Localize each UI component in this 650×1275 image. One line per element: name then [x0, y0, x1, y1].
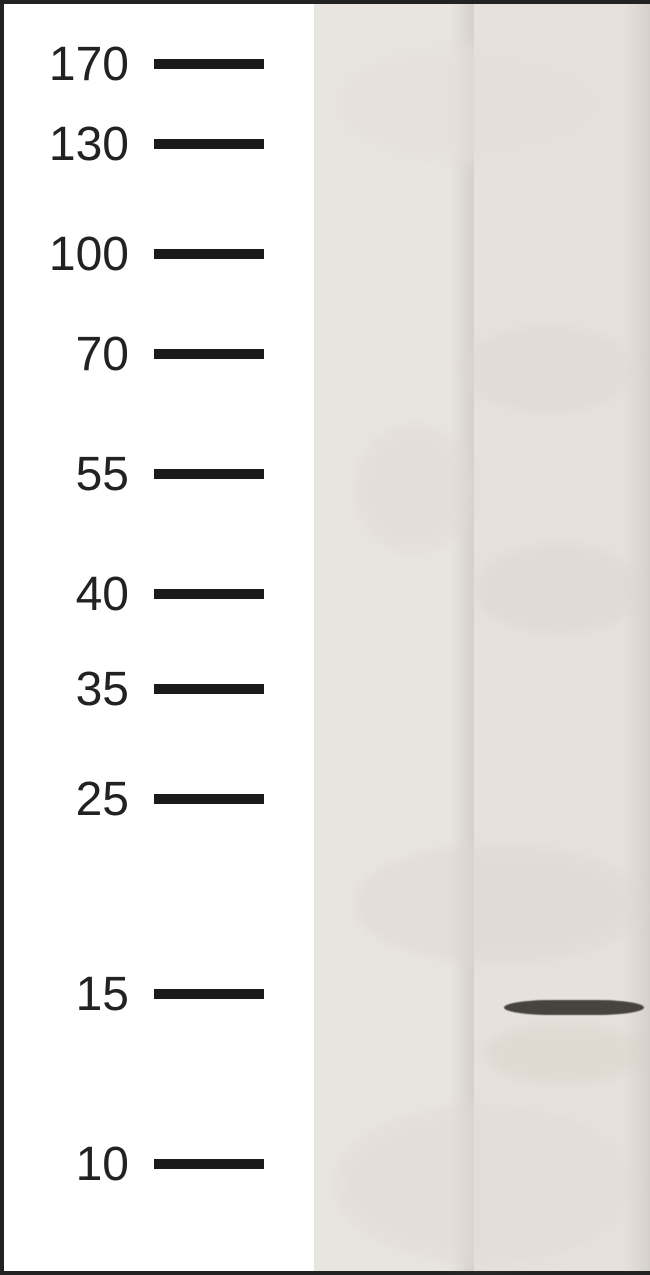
marker-label: 40	[4, 567, 154, 622]
marker-tick	[154, 794, 264, 804]
marker-tick	[154, 989, 264, 999]
blot-lane-1	[314, 4, 474, 1271]
marker-label: 70	[4, 327, 154, 382]
marker-label: 100	[4, 227, 154, 282]
marker-row-15: 15	[4, 974, 314, 1014]
blot-smudge	[474, 544, 644, 634]
western-blot-membrane	[314, 4, 650, 1271]
blot-smudge	[484, 1024, 644, 1084]
marker-tick	[154, 249, 264, 259]
marker-tick	[154, 589, 264, 599]
marker-tick	[154, 469, 264, 479]
blot-smudge	[334, 44, 614, 164]
blot-smudge	[464, 324, 634, 414]
marker-row-130: 130	[4, 124, 314, 164]
marker-label: 130	[4, 117, 154, 172]
marker-row-100: 100	[4, 234, 314, 274]
marker-tick	[154, 349, 264, 359]
blot-smudge	[354, 844, 644, 964]
marker-row-170: 170	[4, 44, 314, 84]
marker-tick	[154, 139, 264, 149]
marker-label: 25	[4, 772, 154, 827]
marker-row-40: 40	[4, 574, 314, 614]
marker-row-35: 35	[4, 669, 314, 709]
marker-label: 55	[4, 447, 154, 502]
marker-tick	[154, 1159, 264, 1169]
marker-label: 15	[4, 967, 154, 1022]
blot-smudge	[354, 424, 474, 554]
blot-smudge	[334, 1104, 634, 1264]
marker-tick	[154, 684, 264, 694]
marker-row-25: 25	[4, 779, 314, 819]
marker-row-10: 10	[4, 1144, 314, 1184]
protein-band	[504, 1000, 644, 1015]
marker-label: 10	[4, 1137, 154, 1192]
blot-figure: 170 130 100 70 55 40 35 25 15 10	[0, 0, 650, 1275]
marker-tick	[154, 59, 264, 69]
marker-row-55: 55	[4, 454, 314, 494]
marker-row-70: 70	[4, 334, 314, 374]
molecular-weight-ladder: 170 130 100 70 55 40 35 25 15 10	[4, 4, 314, 1271]
marker-label: 35	[4, 662, 154, 717]
marker-label: 170	[4, 37, 154, 92]
